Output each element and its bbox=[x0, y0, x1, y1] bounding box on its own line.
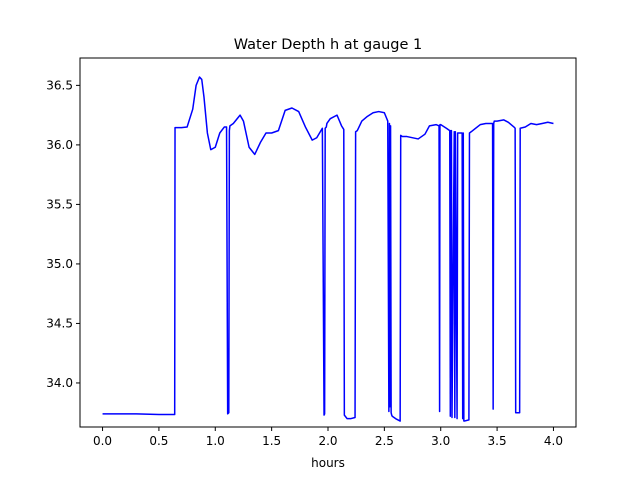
x-tick-label: 0.5 bbox=[149, 434, 168, 448]
y-tick-label: 35.0 bbox=[46, 257, 73, 271]
x-tick-label: 4.0 bbox=[544, 434, 563, 448]
x-axis-label: hours bbox=[311, 456, 345, 470]
x-tick-label: 3.5 bbox=[488, 434, 507, 448]
plot-frame bbox=[79, 57, 577, 428]
y-tick-label: 34.0 bbox=[46, 376, 73, 390]
y-tick-label: 36.0 bbox=[46, 138, 73, 152]
x-tick-label: 3.0 bbox=[431, 434, 450, 448]
x-tick-label: 2.0 bbox=[318, 434, 337, 448]
y-tick-label: 34.5 bbox=[46, 316, 73, 330]
x-tick-label: 0.0 bbox=[93, 434, 112, 448]
series-line-0 bbox=[102, 76, 554, 422]
x-tick-label: 1.5 bbox=[262, 434, 281, 448]
y-tick-label: 36.5 bbox=[46, 78, 73, 92]
y-tick-label: 35.5 bbox=[46, 197, 73, 211]
plot-area: 0.0 0.5 1.0 1.5 2.0 2.5 3.0 3.5 4.0 34.0 34.5 35.0 3… bbox=[46, 57, 577, 448]
x-tick-label: 2.5 bbox=[375, 434, 394, 448]
x-tick-label: 1.0 bbox=[206, 434, 225, 448]
chart-title: Water Depth h at gauge 1 bbox=[234, 37, 422, 53]
